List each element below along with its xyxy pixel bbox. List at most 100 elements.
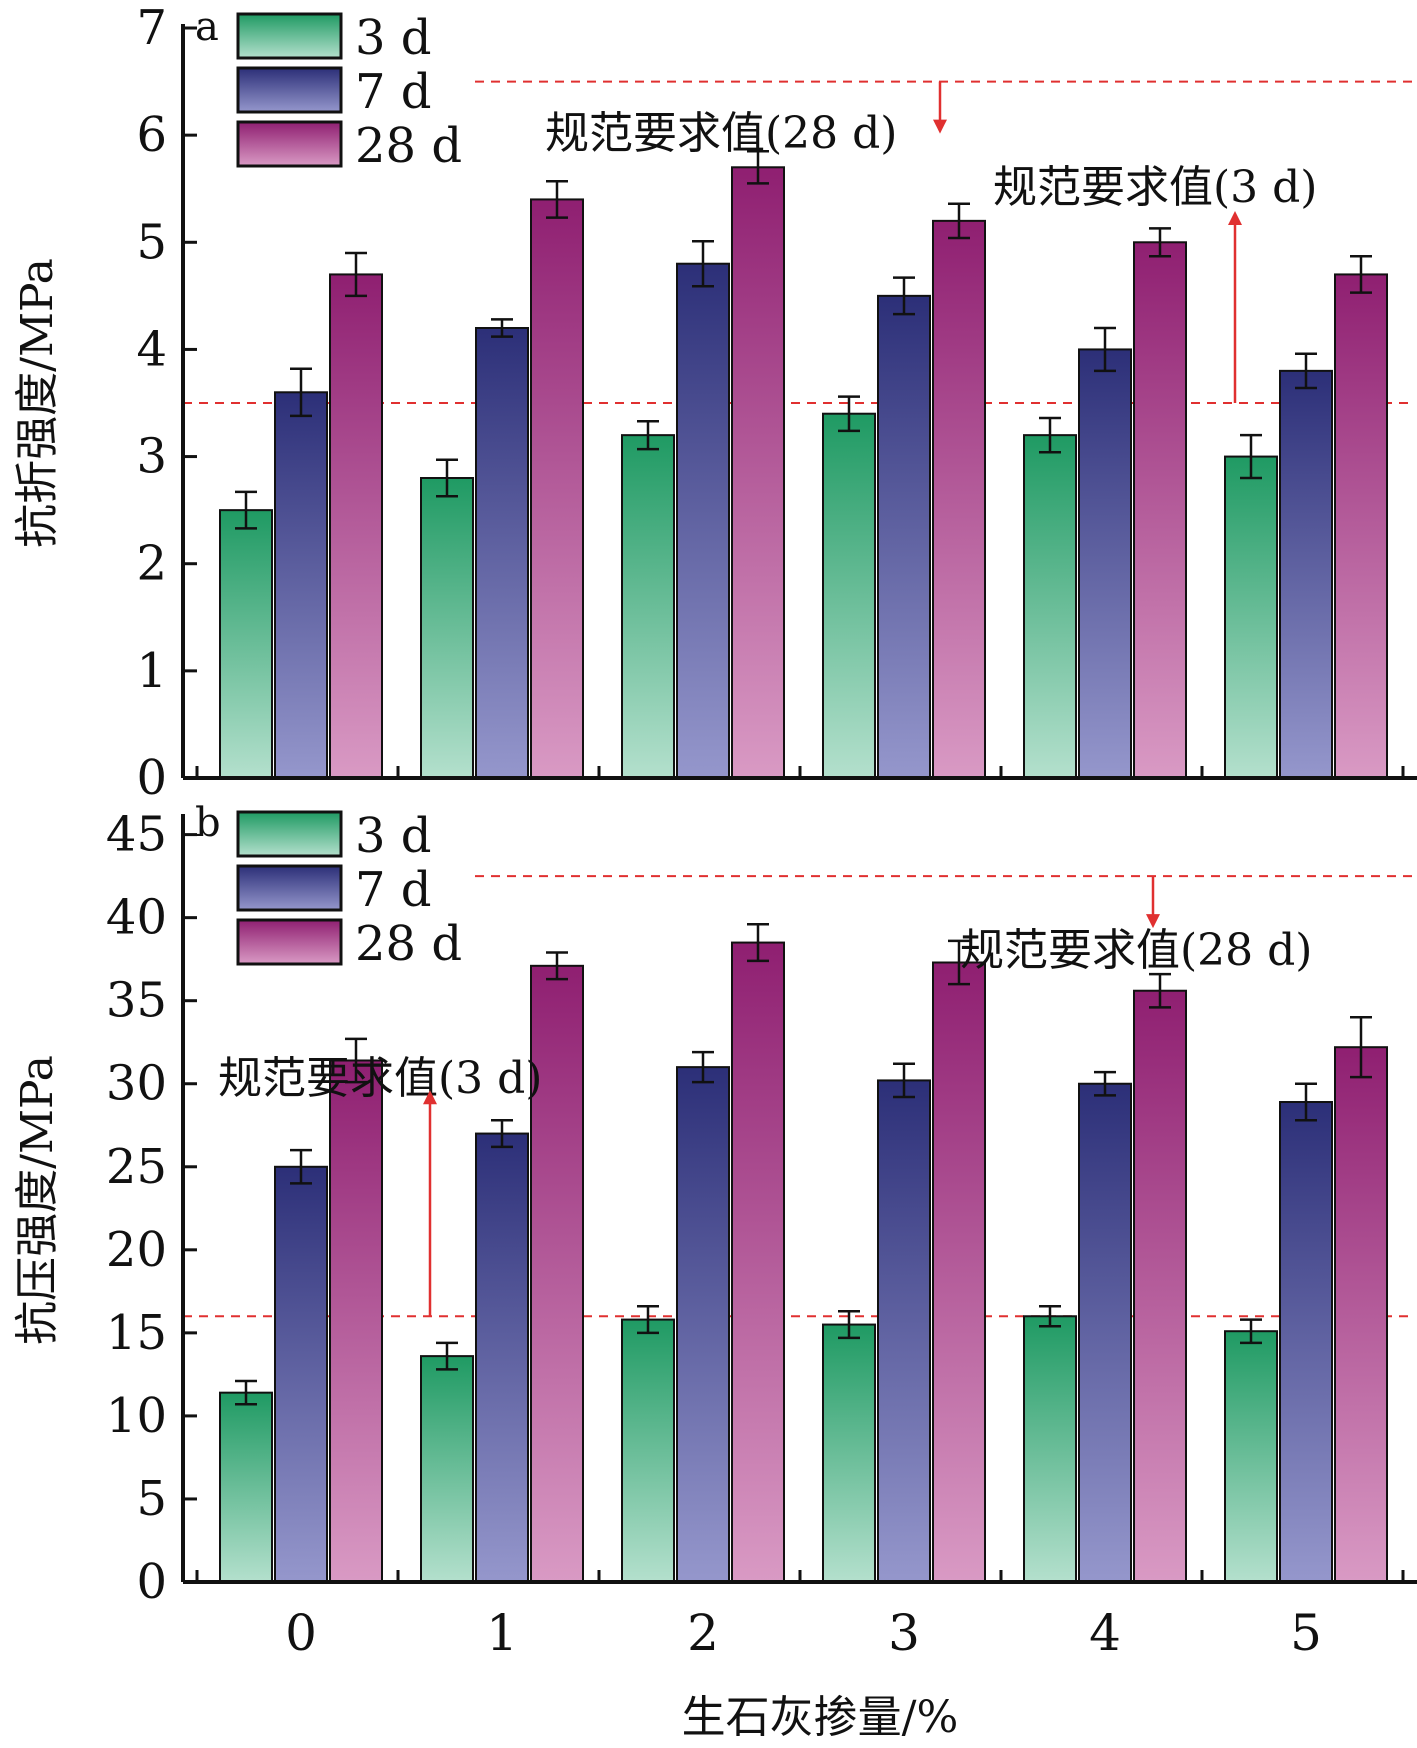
bar-a-3d-0 xyxy=(219,509,273,779)
bar-a-28d-1 xyxy=(530,198,584,779)
y-tick-label-b-20: 20 xyxy=(106,1222,167,1278)
legend-swatch-b-1 xyxy=(236,864,343,912)
y-tick-label-a-3: 3 xyxy=(136,429,167,485)
error-bar-a-28d-3 xyxy=(948,202,970,240)
error-bar-b-3d-4 xyxy=(1039,1305,1061,1328)
error-bar-b-3d-0 xyxy=(235,1379,257,1406)
y-tick-label-b-45: 45 xyxy=(106,807,167,863)
bar-a-28d-0 xyxy=(329,273,383,779)
bar-a-28d-5 xyxy=(1334,273,1388,779)
bar-b-3d-1 xyxy=(420,1355,474,1583)
error-bar-b-7d-1 xyxy=(491,1119,513,1149)
legend-label-b-2: 28 d xyxy=(355,916,462,972)
y-tick-label-b-40: 40 xyxy=(106,890,167,946)
bar-b-28d-2 xyxy=(731,941,785,1583)
error-bar-b-7d-3 xyxy=(893,1062,915,1099)
panel-letter-b: b xyxy=(195,800,221,846)
x-tick-label-2: 2 xyxy=(687,1604,719,1662)
bar-a-7d-1 xyxy=(475,327,529,779)
y-axis-label-a: 抗折强度/MPa xyxy=(12,258,63,548)
annotation-b-0: 规范要求值(28 d) xyxy=(960,925,1312,976)
bar-a-7d-5 xyxy=(1279,369,1333,779)
bar-a-7d-4 xyxy=(1078,348,1132,779)
error-bar-b-28d-0 xyxy=(345,1037,367,1084)
arrow-a-1 xyxy=(1228,211,1242,403)
y-tick-label-a-1: 1 xyxy=(136,643,167,699)
legend-label-a-1: 7 d xyxy=(355,64,432,120)
annotation-a-0: 规范要求值(28 d) xyxy=(545,108,897,159)
bar-b-7d-4 xyxy=(1078,1082,1132,1583)
bar-b-7d-2 xyxy=(676,1066,730,1584)
legend-label-b-1: 7 d xyxy=(355,862,432,918)
y-tick-label-b-15: 15 xyxy=(106,1305,167,1361)
y-tick-label-b-30: 30 xyxy=(106,1056,167,1112)
error-bar-b-28d-5 xyxy=(1350,1016,1372,1079)
x-tick-label-0: 0 xyxy=(285,1604,317,1662)
y-tick-label-a-0: 0 xyxy=(136,750,167,806)
x-tick-label-5: 5 xyxy=(1290,1604,1322,1662)
error-bar-a-3d-5 xyxy=(1240,433,1262,480)
legend-swatch-b-0 xyxy=(236,810,343,858)
error-bar-a-3d-0 xyxy=(235,490,257,530)
bar-a-28d-3 xyxy=(932,219,986,780)
bar-a-28d-4 xyxy=(1133,241,1187,780)
legend-swatch-a-1 xyxy=(236,66,343,114)
bar-b-28d-3 xyxy=(932,961,986,1583)
bar-b-3d-0 xyxy=(219,1391,273,1584)
arrow-b-0 xyxy=(1146,876,1160,929)
x-tick-label-3: 3 xyxy=(888,1604,920,1662)
annotation-a-1: 规范要求值(3 d) xyxy=(993,162,1317,213)
y-tick-label-b-5: 5 xyxy=(136,1471,167,1527)
legend-swatch-a-0 xyxy=(236,12,343,60)
x-tick-label-1: 1 xyxy=(486,1604,518,1662)
bar-a-7d-0 xyxy=(274,391,328,779)
error-bar-a-7d-3 xyxy=(893,276,915,316)
x-axis-label: 生石灰掺量/% xyxy=(682,1692,959,1743)
bar-a-3d-1 xyxy=(420,477,474,779)
error-bar-a-28d-2 xyxy=(747,149,769,185)
error-bar-b-28d-3 xyxy=(948,939,970,986)
legend-swatch-b-2 xyxy=(236,918,343,966)
error-bar-a-3d-4 xyxy=(1039,416,1061,454)
legend-swatch-a-2 xyxy=(236,120,343,168)
bar-a-3d-2 xyxy=(621,434,675,779)
y-tick-label-a-4: 4 xyxy=(136,321,167,377)
error-bar-b-28d-4 xyxy=(1149,972,1171,1009)
y-tick-label-b-35: 35 xyxy=(106,973,167,1029)
y-tick-label-b-0: 0 xyxy=(136,1554,167,1610)
error-bar-a-28d-0 xyxy=(345,251,367,298)
error-bar-a-28d-4 xyxy=(1149,227,1171,258)
bar-b-7d-1 xyxy=(475,1132,529,1583)
error-bar-b-7d-5 xyxy=(1295,1082,1317,1122)
error-bar-b-28d-1 xyxy=(546,951,568,981)
bar-b-3d-2 xyxy=(621,1318,675,1584)
legend-label-a-0: 3 d xyxy=(355,10,432,66)
error-bar-a-28d-5 xyxy=(1350,254,1372,294)
error-bar-a-7d-0 xyxy=(290,367,312,418)
error-bar-b-7d-2 xyxy=(692,1050,714,1084)
bar-a-3d-3 xyxy=(822,412,876,779)
x-tick-label-4: 4 xyxy=(1089,1604,1121,1662)
bar-b-7d-5 xyxy=(1279,1101,1333,1583)
panel-letter-a: a xyxy=(195,4,219,50)
error-bar-b-28d-2 xyxy=(747,923,769,963)
error-bar-a-7d-1 xyxy=(491,318,513,338)
annotation-b-1: 规范要求值(3 d) xyxy=(218,1053,542,1104)
y-tick-label-a-7: 7 xyxy=(136,0,167,56)
error-bar-b-3d-1 xyxy=(436,1341,458,1371)
bar-a-3d-5 xyxy=(1224,455,1278,779)
bar-b-28d-1 xyxy=(530,964,584,1583)
bar-b-3d-4 xyxy=(1023,1315,1077,1583)
bar-b-28d-5 xyxy=(1334,1046,1388,1583)
arrow-a-0 xyxy=(933,81,947,134)
bar-b-7d-3 xyxy=(877,1079,931,1583)
error-bar-a-3d-3 xyxy=(838,395,860,433)
y-axis-label-b: 抗压强度/MPa xyxy=(12,1055,63,1345)
error-bar-a-7d-4 xyxy=(1094,326,1116,373)
bar-b-28d-4 xyxy=(1133,989,1187,1583)
bar-b-28d-0 xyxy=(329,1059,383,1583)
y-tick-label-b-10: 10 xyxy=(106,1388,167,1444)
error-bar-b-3d-5 xyxy=(1240,1318,1262,1345)
